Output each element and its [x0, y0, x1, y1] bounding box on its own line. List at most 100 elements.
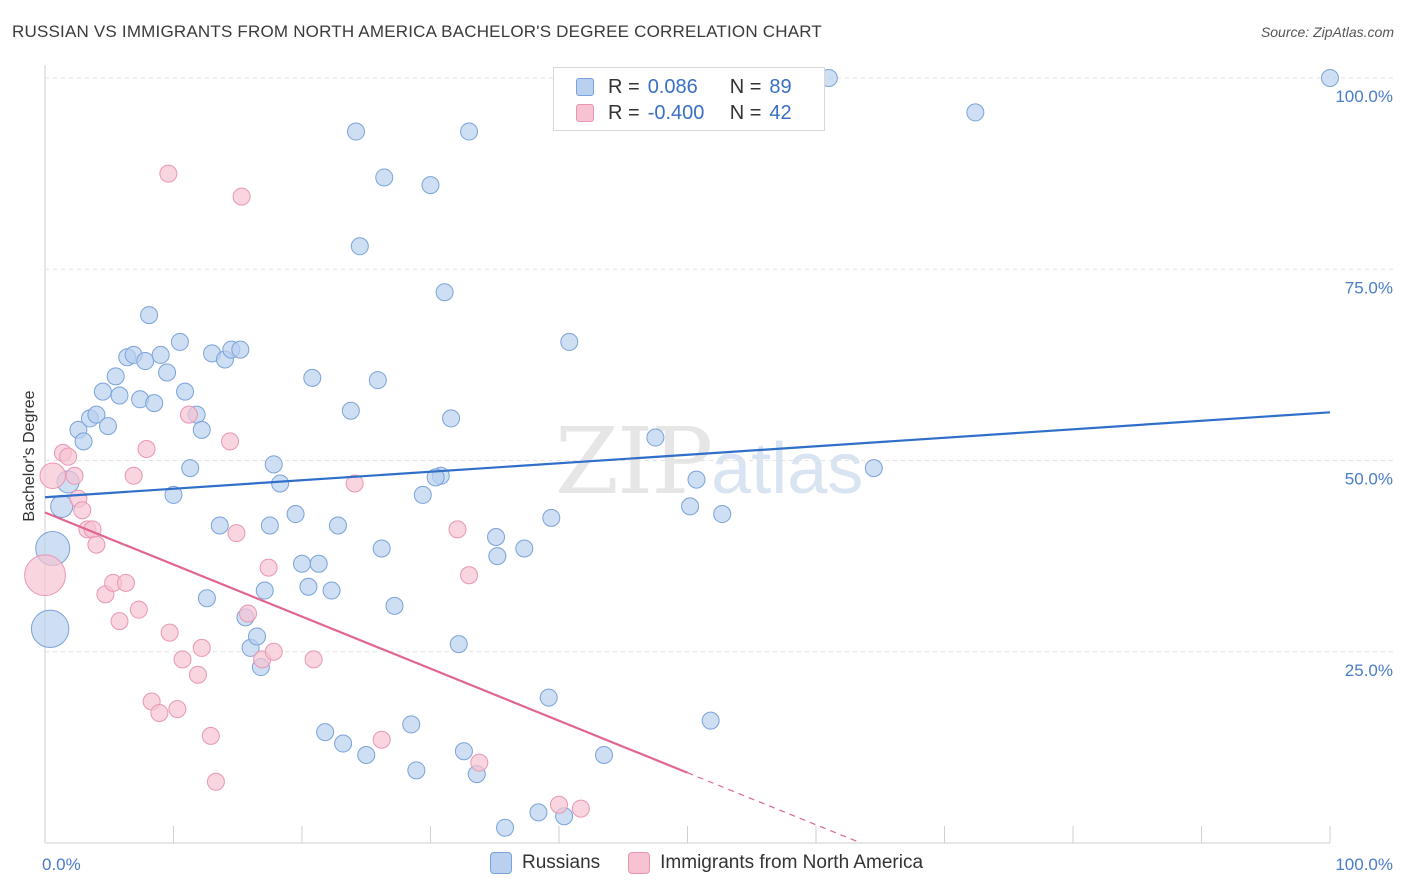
immigrants-point — [259, 558, 278, 577]
legend-r-value: -0.400 — [647, 101, 705, 124]
y-axis-label: Bachelor's Degree — [21, 390, 38, 521]
gridlines — [45, 77, 1395, 653]
russians-point — [309, 554, 328, 573]
russians-point — [303, 368, 322, 387]
immigrants-point — [372, 730, 391, 749]
russians-point — [87, 405, 106, 424]
russians-point — [435, 283, 454, 302]
immigrants-point — [137, 440, 156, 459]
russians-point — [176, 382, 195, 401]
legend-r-label: R = — [608, 101, 640, 124]
russians-point — [197, 589, 216, 608]
russians-point — [231, 340, 250, 359]
immigrants-point — [192, 638, 211, 657]
legend-label-russians: Russians — [522, 852, 601, 873]
immigrants-point — [168, 700, 187, 719]
russians-point — [539, 688, 558, 707]
source-credit: Source: ZipAtlas.com — [1260, 24, 1394, 40]
immigrants-point — [116, 573, 135, 592]
russians-point — [145, 394, 164, 413]
legend-row-russians: R = 0.086 N = 89 — [576, 75, 792, 99]
russians-point — [701, 711, 720, 730]
legend-row-immigrants: R = -0.400 N = 42 — [576, 101, 792, 125]
legend-swatch-pink — [576, 104, 594, 122]
russians-point — [594, 746, 613, 765]
russians-point — [713, 505, 732, 524]
immigrants-point — [550, 795, 568, 814]
russians-point — [299, 577, 318, 596]
russians-point — [460, 122, 479, 141]
immigrants-trend-line — [44, 511, 688, 774]
immigrants-point — [39, 462, 66, 490]
immigrants-point — [470, 753, 489, 772]
legend-item-russians[interactable]: Russians — [490, 852, 600, 874]
legend-n-label: N = — [729, 75, 762, 98]
russians-point — [74, 432, 93, 451]
russians-point — [350, 237, 369, 256]
russians-point — [271, 474, 290, 493]
immigrants-point — [87, 535, 106, 554]
watermark-atlas: atlas — [711, 429, 864, 509]
legend-swatch-pink — [628, 852, 651, 874]
immigrants-point — [124, 466, 143, 485]
russians-point — [164, 485, 183, 504]
series-legend: Russians Immigrants from North America — [490, 852, 951, 874]
immigrants-point — [264, 642, 283, 661]
immigrants-point — [24, 554, 66, 597]
correlation-legend: R = 0.086 N = 89 R = -0.400 N = 42 — [553, 67, 825, 131]
russians-point — [334, 734, 353, 753]
russians-trend-line — [44, 411, 1331, 499]
chart-title: RUSSIAN VS IMMIGRANTS FROM NORTH AMERICA… — [12, 22, 822, 41]
immigrants-point — [65, 466, 84, 485]
russians-point — [454, 742, 473, 761]
russians-point — [158, 363, 177, 382]
russians-point — [181, 459, 200, 478]
russians-point — [322, 581, 341, 600]
russians-point — [421, 176, 440, 195]
russians-point — [966, 103, 985, 122]
legend-n-label: N = — [729, 101, 762, 124]
russians-point — [328, 516, 347, 535]
immigrants-point — [448, 520, 467, 539]
immigrants-point — [460, 566, 479, 585]
legend-swatch-blue — [576, 78, 594, 96]
russians-point — [346, 122, 365, 141]
legend-swatch-blue — [490, 852, 512, 874]
russians-point — [488, 547, 507, 566]
y-tick-label: 50.0% — [1345, 470, 1393, 489]
russians-point — [864, 459, 883, 478]
russians-point — [375, 168, 394, 187]
russians-point — [542, 508, 561, 527]
immigrants-trend-extension — [687, 772, 862, 844]
immigrants-point — [159, 164, 178, 183]
immigrants-point — [232, 187, 251, 206]
russians-point — [93, 382, 112, 401]
legend-item-immigrants[interactable]: Immigrants from North America — [628, 852, 923, 874]
immigrants-point — [345, 474, 364, 493]
immigrants-point — [110, 612, 129, 631]
russians-point — [681, 497, 700, 516]
russians-point — [1321, 69, 1339, 87]
russians-point — [687, 470, 706, 489]
russians-point — [426, 468, 445, 487]
russians-point — [368, 371, 387, 390]
y-tick-label: 100.0% — [1335, 87, 1393, 106]
russians-point — [496, 818, 515, 837]
russians-point — [170, 332, 189, 351]
russians-point — [98, 417, 117, 436]
y-tick-label: 25.0% — [1345, 661, 1393, 680]
immigrants-point — [188, 665, 207, 684]
immigrants-point — [173, 650, 192, 669]
tick-labels: 25.0% 50.0% 75.0% 100.0% 0.0% 100.0% — [42, 87, 1393, 874]
russians-point — [357, 746, 376, 765]
immigrants-point — [304, 650, 323, 669]
russians-point — [402, 715, 421, 734]
immigrants-points — [24, 164, 590, 818]
immigrants-point — [150, 703, 169, 722]
russians-point — [385, 596, 404, 615]
russians-points — [30, 69, 1339, 837]
russians-point — [248, 627, 267, 646]
russians-point — [136, 352, 155, 371]
russians-point — [449, 635, 468, 654]
immigrants-point — [179, 405, 198, 424]
